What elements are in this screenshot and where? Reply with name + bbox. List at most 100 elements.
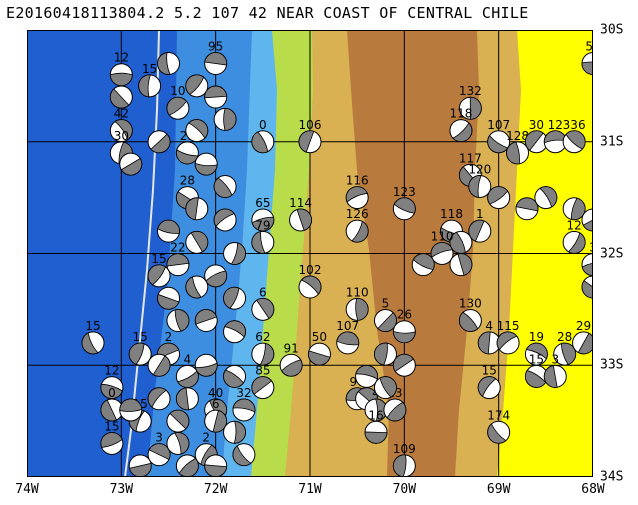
focal-mechanism-marker — [185, 197, 209, 221]
focal-mechanism-marker — [232, 443, 256, 467]
beachball-compressional-quadrant — [177, 370, 199, 388]
depth-label: 12 — [566, 218, 581, 232]
longitude-tick-label: 74W — [15, 482, 39, 497]
beachball-compressional-quadrant — [194, 309, 218, 325]
beachball-compressional-quadrant — [375, 398, 388, 422]
beachball-compressional-quadrant — [114, 119, 133, 141]
depth-label: 32 — [236, 386, 251, 400]
beachball-compressional-quadrant — [468, 175, 482, 198]
beachball-compressional-quadrant — [178, 457, 199, 477]
depth-label: 0 — [259, 118, 267, 132]
focal-mechanism-marker: 65 — [251, 196, 275, 232]
focal-mechanism-marker — [373, 376, 397, 400]
beachball-compressional-quadrant — [581, 280, 593, 299]
beachball-compressional-quadrant — [477, 331, 491, 355]
beachball-compressional-quadrant — [157, 293, 180, 310]
beachball-compressional-quadrant — [120, 157, 143, 176]
focal-mechanism-marker: 3 — [581, 241, 593, 277]
depth-label: 107 — [336, 319, 359, 333]
beachball-compressional-quadrant — [581, 61, 593, 75]
beachball-compressional-quadrant — [281, 359, 303, 377]
focal-mechanism-marker: 1 — [468, 207, 492, 243]
focal-mechanism-marker — [392, 353, 416, 377]
focal-mechanism-marker — [204, 454, 228, 477]
focal-mechanism-marker: 123 — [392, 185, 416, 221]
focal-mechanism-marker: 116 — [345, 174, 369, 210]
beachball-compressional-quadrant — [392, 454, 407, 477]
depth-label: 114 — [289, 196, 312, 210]
depth-label: 110 — [431, 230, 454, 244]
depth-label: 2 — [165, 330, 173, 344]
map-border — [27, 30, 593, 477]
beachball-compressional-quadrant — [233, 420, 246, 444]
beachball-compressional-quadrant — [477, 376, 497, 398]
focal-mechanism-marker: 336 — [562, 118, 586, 154]
beachball-compressional-quadrant — [374, 342, 388, 366]
beachball-compressional-quadrant — [185, 197, 199, 221]
focal-mechanism-marker: 19 — [524, 330, 548, 366]
depth-label: 30 — [529, 118, 544, 132]
depth-label: 12 — [548, 118, 563, 132]
beachball-compressional-quadrant — [152, 355, 171, 377]
focal-mechanism-marker — [147, 353, 171, 377]
beachball-compressional-quadrant — [204, 85, 228, 99]
focal-mechanism-marker — [119, 398, 143, 422]
map-canvas: 1215109542302901061161231141266528791522… — [27, 30, 593, 477]
beachball-compressional-quadrant — [175, 149, 199, 165]
longitude-tick-label: 70W — [392, 482, 417, 497]
depth-label: 57 — [585, 40, 593, 54]
focal-mechanism-marker — [185, 119, 209, 143]
beachball-compressional-quadrant — [128, 342, 145, 365]
focal-mechanism-marker: 15 — [81, 319, 105, 355]
beachball-compressional-quadrant — [355, 365, 378, 380]
focal-mechanism-marker: 109 — [392, 442, 416, 477]
beachball-compressional-quadrant — [300, 275, 322, 295]
depth-label: 174 — [487, 408, 510, 422]
beachball-compressional-quadrant — [100, 383, 123, 399]
focal-mechanism-marker — [213, 208, 237, 232]
focal-mechanism-marker: 106 — [298, 118, 322, 154]
focal-mechanism-marker — [157, 219, 180, 243]
beachball-compressional-quadrant — [204, 464, 228, 477]
focal-mechanism-marker: 79 — [251, 218, 275, 254]
depth-label: 28 — [180, 174, 195, 188]
beachball-compressional-quadrant — [581, 262, 593, 277]
focal-mechanism-marker — [109, 85, 133, 109]
depth-label: 4 — [485, 319, 493, 333]
focal-mechanism-marker — [175, 387, 199, 411]
depth-label: 4 — [184, 352, 192, 366]
depth-label: 15 — [529, 352, 544, 366]
depth-label: 120 — [468, 162, 491, 176]
focal-mechanism-marker — [185, 230, 209, 254]
focal-mechanism-marker: 62 — [251, 330, 275, 366]
focal-mechanism-marker: 4 — [477, 319, 501, 355]
depth-label: 123 — [393, 185, 416, 199]
beachball-compressional-quadrant — [100, 432, 123, 448]
focal-mechanism-marker — [147, 130, 171, 154]
focal-mechanism-marker: 110 — [345, 285, 369, 321]
focal-mechanism-marker — [449, 230, 473, 254]
beachball-compressional-quadrant — [487, 423, 507, 444]
beachball-compressional-quadrant — [457, 253, 473, 276]
map-title: E20160418113804.2 5.2 107 42 NEAR COAST … — [6, 4, 529, 22]
beachball-compressional-quadrant — [251, 376, 273, 395]
beachball-compressional-quadrant — [487, 186, 509, 205]
focal-mechanism-marker: 12 — [109, 51, 133, 87]
focal-mechanism-marker — [119, 152, 143, 176]
beachball-compressional-quadrant — [212, 409, 227, 433]
focal-mechanism-marker — [411, 253, 435, 277]
beachball-compressional-quadrant — [560, 342, 577, 366]
depth-label: 16 — [368, 408, 383, 422]
beachball-compressional-quadrant — [412, 253, 435, 271]
longitude-tick-label: 73W — [109, 482, 134, 497]
focal-mechanism-marker — [194, 309, 218, 333]
depth-label: 1 — [476, 207, 484, 221]
beachball-compressional-quadrant — [336, 331, 360, 346]
depth-label: 62 — [255, 330, 270, 344]
beachball-compressional-quadrant — [565, 130, 586, 150]
focal-mechanism-marker: 3 — [147, 431, 171, 467]
focal-mechanism-layer: 1215109542302901061161231141266528791522… — [81, 40, 593, 477]
beachball-compressional-quadrant — [157, 52, 171, 75]
focal-mechanism-marker: 6 — [204, 397, 228, 433]
longitude-tick-label: 72W — [203, 482, 228, 497]
